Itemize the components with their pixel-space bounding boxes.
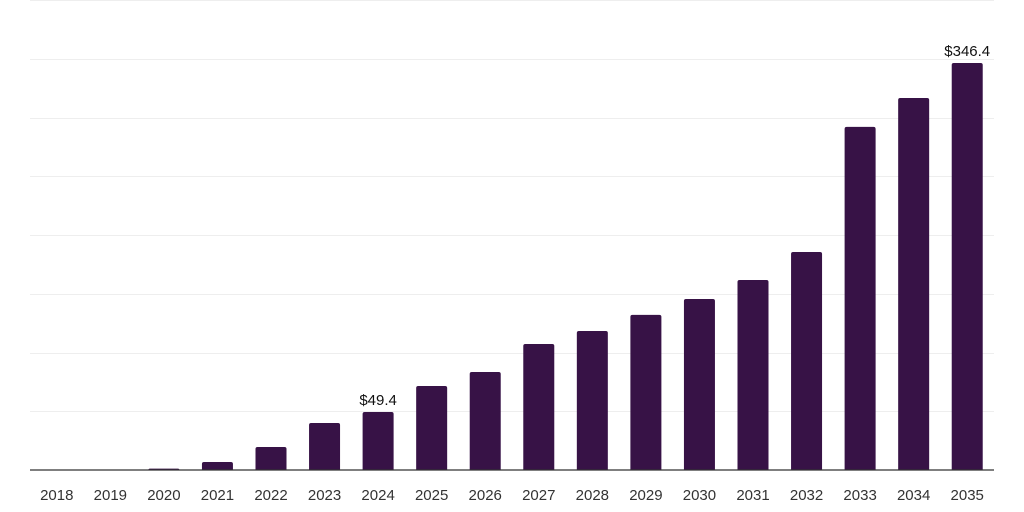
x-tick-label: 2020 [147,487,180,504]
x-tick-label: 2027 [522,487,555,504]
data-label-2035: $346.4 [944,43,990,60]
x-tick-label: 2032 [790,487,823,504]
gridlines [30,0,994,412]
x-tick-label: 2022 [254,487,287,504]
bar-2035 [951,62,983,470]
bar-2034 [898,97,930,471]
x-tick-label: 2026 [469,487,502,504]
x-tick-label: 2024 [361,487,394,504]
bar-2029 [630,314,662,470]
x-tick-label: 2034 [897,487,930,504]
bar-2025 [416,385,448,470]
bar-2027 [523,344,555,470]
x-tick-labels: 2018 2019 2020 2021 2022 2023 2024 2025 2026 2027… [40,487,984,504]
bar-2033 [844,126,876,471]
x-tick-label: 2019 [94,487,127,504]
data-labels: $49.4 $346.4 [359,43,990,409]
bar-2032 [791,252,823,470]
bar-2030 [683,299,715,470]
x-tick-label: 2021 [201,487,234,504]
bar-2022 [255,446,287,470]
bar-2031 [737,280,769,470]
bar-2021 [201,462,233,470]
bar-2024 [362,411,394,470]
bar-2028 [576,330,608,470]
x-tick-label: 2035 [951,487,984,504]
x-tick-label: 2023 [308,487,341,504]
x-tick-label: 2028 [576,487,609,504]
bars [94,62,983,471]
x-tick-label: 2030 [683,487,716,504]
bar-2023 [309,423,341,470]
data-label-2024: $49.4 [359,392,397,409]
bar-2026 [469,372,501,470]
x-tick-label: 2018 [40,487,73,504]
x-tick-label: 2029 [629,487,662,504]
x-tick-label: 2025 [415,487,448,504]
x-tick-label: 2031 [736,487,769,504]
x-tick-label: 2033 [843,487,876,504]
